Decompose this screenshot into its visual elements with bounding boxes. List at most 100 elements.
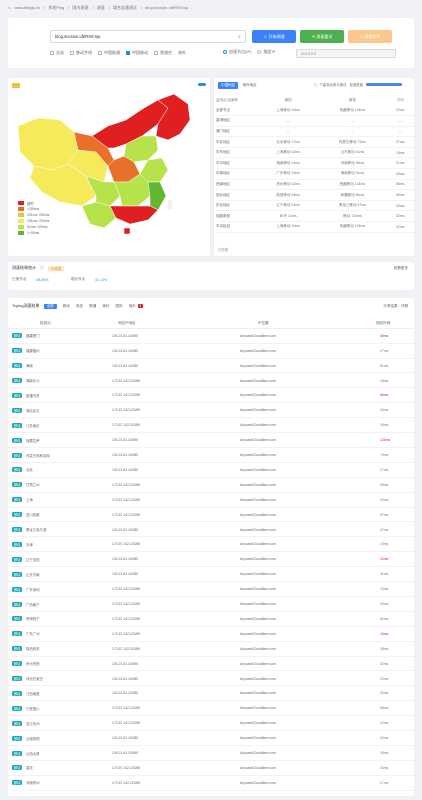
table-row[interactable]: 移动 湖南长沙 172.67.142.223/80 Anycast/Cloudflar… bbox=[8, 374, 414, 389]
domain-input[interactable]: blog.sncsion.uft/RS9.top ⊗ bbox=[50, 30, 246, 43]
table-row[interactable]: 移动 宁夏银川 172.67.142.223/80 Anycast/Cloudflar… bbox=[8, 702, 414, 717]
tab-unicom[interactable]: 联通 bbox=[89, 303, 97, 308]
table-row[interactable]: 移动 山东济南 104.21.81.119/80 Anycast/Cloudflare… bbox=[8, 567, 414, 583]
clear-icon[interactable]: ⊗ bbox=[237, 34, 241, 39]
row-time: 15ms bbox=[380, 631, 389, 636]
summary-card: 测速结果统计 ⓘ 已完成 查看更多 已测节点 58.84% 成功节点 41.12… bbox=[8, 262, 414, 290]
row-node: 陕西西安 bbox=[26, 647, 40, 652]
region-southeast bbox=[147, 181, 167, 211]
stats-fastest: 广东移动 13ms bbox=[276, 171, 300, 176]
stats-fastest: 辽宁移动 24ms bbox=[276, 203, 300, 208]
table-row[interactable]: 移动 江苏南京 172.67.142.223/80 Anycast/Cloudflar… bbox=[8, 418, 414, 434]
table-row[interactable]: 移动 河北石家庄 104.21.81.119/80 Anycast/Cloudflar… bbox=[8, 672, 414, 687]
map-toggle[interactable] bbox=[198, 83, 206, 86]
stats-fastest: 贵州移动 32ms bbox=[276, 181, 300, 186]
legend-item: 超时 bbox=[18, 200, 49, 206]
stats-slowest: 西藏移动 124ms bbox=[339, 224, 366, 229]
stats-region: 全部节点 bbox=[216, 107, 230, 112]
table-row[interactable]: 移动 甘肃兰州 172.67.142.223/80 Anycast/Cloudflar… bbox=[8, 478, 414, 493]
row-location: Anycast/Cloudflare.com bbox=[240, 602, 276, 607]
legend-label: 201ms~250ms bbox=[27, 213, 50, 217]
radio-specified-ip[interactable]: 指定IP bbox=[257, 49, 275, 55]
table-row[interactable]: 移动 西藏拉萨 104.21.81.119/80 Anycast/Cloudflare… bbox=[8, 433, 414, 448]
breadcrumb-item[interactable]: 测速 bbox=[96, 5, 105, 10]
row-ip: 104.21.81.119/80 bbox=[112, 572, 139, 577]
breadcrumb-item[interactable]: 域名连通测试 bbox=[112, 5, 137, 10]
stats-slowest: -- bbox=[351, 118, 354, 123]
table-row[interactable]: 移动 上海 172.67.142.223/80 Anycast/Cloudflare.… bbox=[8, 493, 414, 508]
summary-key: 已测节点 bbox=[12, 277, 27, 281]
row-location: Anycast/Cloudflare.com bbox=[240, 557, 276, 562]
tab-telecom[interactable]: 电信 bbox=[75, 303, 84, 308]
option-all[interactable]: 全选 bbox=[50, 50, 64, 56]
tab-count-badge: 3 bbox=[137, 304, 143, 308]
home-icon[interactable]: ⌂ bbox=[8, 5, 11, 10]
table-row[interactable]: 移动 天津 172.67.142.223/80 Anycast/Cloudflare.… bbox=[8, 538, 414, 553]
option-mobile[interactable]: 中国移动 bbox=[126, 50, 148, 56]
option-label: 港澳台 bbox=[160, 50, 172, 55]
row-ip: 104.21.81.119/80 bbox=[112, 467, 139, 472]
table-row[interactable]: 移动 贵州贵阳 104.21.81.119/80 Anycast/Cloudflare… bbox=[8, 657, 414, 672]
table-row[interactable]: 移动 福建厦门 104.21.81.119/80 Anycast/Cloudflare… bbox=[8, 329, 414, 344]
table-row[interactable]: 移动 浙江杭州 172.67.142.223/80 Anycast/Cloudflar… bbox=[8, 716, 414, 732]
table-row[interactable]: 移动 青海西宁 172.67.142.223/80 Anycast/Cloudflar… bbox=[8, 612, 414, 627]
option-hk-mo-tw[interactable]: 港澳台 bbox=[154, 50, 172, 56]
table-row[interactable]: 移动 广东深圳 172.67.142.223/80 Anycast/Cloudflar… bbox=[8, 582, 414, 597]
done-button[interactable]: ⟲ 测速完毕 bbox=[348, 30, 392, 43]
tab-abroad[interactable]: 境外 bbox=[128, 303, 136, 308]
table-row[interactable]: 移动 海南 104.21.81.119/80 Anycast/Cloudflare.c… bbox=[8, 359, 414, 374]
table-row[interactable]: 移动 广西南宁 172.67.142.223/80 Anycast/Cloudflar… bbox=[8, 597, 414, 612]
row-time: 17ms bbox=[380, 467, 389, 472]
option-mobile-line[interactable]: 移动专线 bbox=[70, 50, 92, 56]
legend-item: <=50ms bbox=[18, 230, 49, 236]
table-row[interactable]: 移动 山西太原 104.21.81.119/80 Anycast/Cloudflare… bbox=[8, 746, 414, 761]
stats-fastest: 上海移动 10ms bbox=[276, 224, 300, 229]
table-row[interactable]: 移动 广东广州 172.67.142.223/80 Anycast/Cloudflar… bbox=[8, 627, 414, 642]
option-overseas[interactable]: 海外 bbox=[178, 50, 186, 56]
tab-china[interactable]: 中国地区 bbox=[218, 82, 239, 89]
tab-overseas[interactable]: 海外 bbox=[102, 303, 110, 308]
tab-mobile[interactable]: 移动 bbox=[62, 303, 70, 308]
results-columns: 检测点 响应IP地址 IP位置 响应时间 bbox=[8, 318, 414, 329]
table-row[interactable]: 移动 江西南昌 104.21.81.119/80 Anycast/Cloudflare… bbox=[8, 687, 414, 702]
table-row[interactable]: 移动 辽宁沈阳 104.21.81.119/80 Anycast/Cloudflare… bbox=[8, 553, 414, 568]
table-row[interactable]: 移动 福建福州 104.21.81.119/80 Anycast/Cloudflare… bbox=[8, 344, 414, 359]
tab-international[interactable]: 国际 bbox=[115, 303, 123, 308]
row-time: 27ms bbox=[380, 348, 389, 353]
tab-overseas[interactable]: 海外地区 bbox=[242, 83, 257, 87]
breadcrumb-item[interactable]: www.ittlogs.cn bbox=[14, 5, 40, 10]
results-body: 移动 福建厦门 104.21.81.119/80 Anycast/Cloudflare… bbox=[8, 329, 414, 793]
table-row[interactable]: 移动 黑龙江哈尔滨 104.21.81.119/80 Anycast/Cloudfla… bbox=[8, 523, 414, 538]
specified-ip-input[interactable]: 223.5.5.5 bbox=[296, 49, 396, 58]
table-row[interactable]: 移动 云南昆明 104.21.81.119/80 Anycast/Cloudflare… bbox=[8, 731, 414, 746]
table-row[interactable]: 移动 新疆乌鲁 172.67.142.223/80 Anycast/Cloudflar… bbox=[8, 389, 414, 404]
table-row[interactable]: 移动 北京 104.21.81.119/80 Anycast/Cloudflare.c… bbox=[8, 463, 414, 478]
stats-body: 全部节点 上海移动 10ms 西藏移动 124ms 32ms 香港地区 -- -- -- 澳门地… bbox=[214, 105, 414, 233]
row-ip: 104.21.81.119/80 bbox=[112, 363, 139, 368]
table-row[interactable]: 移动 重庆 172.67.142.223/80 Anycast/Cloudflare.… bbox=[8, 761, 414, 776]
view-more-link[interactable]: 查看更多 bbox=[393, 266, 408, 270]
row-time: 55ms bbox=[380, 482, 389, 487]
table-row[interactable]: 移动 陕西西安 172.67.142.223/80 Anycast/Cloudflar… bbox=[8, 642, 414, 657]
breadcrumb-item[interactable]: 多地Ping bbox=[48, 5, 65, 10]
stats-average: 26ms bbox=[395, 171, 405, 176]
start-test-button[interactable]: ☺ 开始测速 bbox=[252, 30, 296, 43]
table-row[interactable]: 移动 湖北武汉 172.67.142.223/80 Anycast/Cloudflar… bbox=[8, 404, 414, 419]
radio-accel-node[interactable]: 加速节点(IP) bbox=[223, 49, 251, 55]
stats-slowest: -- bbox=[351, 129, 354, 134]
stats-region: 平均延迟 bbox=[216, 224, 230, 229]
row-ip: 104.21.81.119/80 bbox=[112, 676, 139, 681]
breadcrumb-item[interactable]: 国内测速 bbox=[72, 5, 89, 10]
help-icon[interactable]: ⓘ bbox=[40, 265, 44, 270]
row-ip: 104.21.81.119/80 bbox=[112, 348, 139, 353]
table-row[interactable]: 移动 河南郑州 172.67.142.223/80 Anycast/Cloudflar… bbox=[8, 776, 414, 791]
option-unicom[interactable]: 中国联通 bbox=[98, 50, 120, 56]
share-results-link[interactable]: 分享结果 · 详情 bbox=[383, 304, 408, 308]
row-ip: 172.67.142.223/80 bbox=[112, 393, 141, 398]
row-node: 黑龙江哈尔滨 bbox=[26, 528, 47, 533]
table-row[interactable]: 移动 四川成都 172.67.142.223/80 Anycast/Cloudflar… bbox=[8, 508, 414, 523]
row-node: 浙江杭州 bbox=[26, 721, 40, 726]
retest-button[interactable]: ⟲ 测速重试 bbox=[300, 30, 344, 43]
tab-all[interactable]: 全部 bbox=[43, 303, 57, 309]
table-row[interactable]: 移动 内蒙古呼和浩特 104.21.81.119/80 Anycast/Cloudfl… bbox=[8, 448, 414, 463]
